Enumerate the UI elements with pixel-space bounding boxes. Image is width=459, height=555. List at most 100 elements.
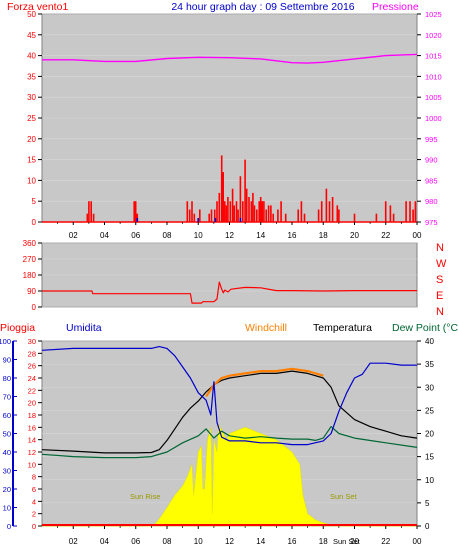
wind-pressure-x-tick-label: 20: [350, 231, 359, 240]
wind-bar: [331, 197, 334, 222]
humidity-y-tick-label: 20: [3, 485, 11, 494]
wind-bar: [239, 176, 242, 222]
wind-bar: [261, 201, 264, 222]
temp-y-tick-label: 0: [425, 522, 430, 531]
rain-y-tick-label: 30: [28, 337, 36, 346]
pressure-y-tick-label: 985: [425, 176, 438, 185]
wind-gust-mark: [214, 218, 217, 222]
compass-label: E: [436, 290, 443, 302]
rain-y-tick-label: 16: [28, 423, 36, 432]
temp-humidity-x-tick-label: 20: [350, 537, 359, 546]
temperature-legend: Temperatura: [313, 322, 372, 334]
pressure-y-tick-label: 1020: [425, 31, 442, 40]
direction-y-tick-label: 0: [32, 303, 37, 312]
wind-y-tick-label: 30: [27, 93, 36, 102]
rain-y-tick-label: 28: [28, 349, 36, 358]
sun-set-label: Sun Set: [330, 492, 358, 501]
wind-gust-mark: [239, 218, 242, 222]
wind-bar: [297, 209, 299, 222]
pressure-y-tick-label: 990: [425, 156, 438, 165]
pressure-axis-title: Pressione: [372, 1, 419, 13]
wind-bar: [86, 213, 89, 222]
wind-bar: [136, 213, 139, 222]
wind-y-tick-label: 35: [27, 72, 36, 81]
wind-pressure-x-tick-label: 08: [163, 231, 172, 240]
wind-pressure-x-tick-label: 18: [319, 231, 328, 240]
wind-pressure-x-tick-label: 00: [413, 231, 422, 240]
temp-humidity-x-tick-label: 10: [194, 537, 203, 546]
temp-y-tick-label: 10: [425, 476, 434, 485]
wind-bar: [328, 201, 331, 222]
wind-bar: [320, 201, 323, 222]
rain-y-tick-label: 2: [32, 510, 36, 519]
wind-bar: [272, 213, 274, 222]
rain-area: [42, 423, 417, 527]
wind-bar: [186, 201, 189, 222]
dewpoint-legend: Dew Point (°C: [392, 322, 458, 334]
rain-y-tick-label: 22: [28, 386, 36, 395]
wind-bar: [270, 205, 272, 222]
wind-bar: [222, 172, 224, 222]
wind-bar: [277, 209, 279, 222]
wind-pressure-x-tick-label: 04: [100, 231, 109, 240]
wind-y-tick-label: 20: [27, 135, 36, 144]
temp-y-tick-label: 25: [425, 406, 434, 415]
humidity-legend: Umidita: [66, 322, 102, 334]
wind-bar: [256, 209, 258, 222]
rain-y-tick-label: 14: [28, 436, 36, 445]
wind-bar: [88, 201, 90, 222]
wind-bar: [250, 201, 253, 222]
rain-y-tick-label: 4: [32, 497, 36, 506]
wind-bar: [210, 209, 213, 222]
wind-bar: [216, 201, 218, 222]
humidity-y-tick-label: 30: [3, 467, 11, 476]
wind-direction-line: [42, 281, 417, 304]
humidity-y-tick-label: 60: [3, 411, 11, 420]
rain-y-tick-label: 0: [32, 522, 36, 531]
humidity-y-tick-label: 90: [3, 356, 11, 365]
humidity-y-tick-label: 10: [3, 504, 11, 513]
wind-bar: [237, 209, 239, 222]
rain-y-tick-label: 8: [32, 473, 36, 482]
wind-bar: [325, 188, 328, 222]
wind-bar: [300, 201, 303, 222]
temperature-line: [41, 370, 418, 454]
wind-bar: [252, 192, 254, 222]
temp-humidity-x-tick-label: 06: [131, 537, 140, 546]
direction-y-tick-label: 360: [23, 239, 37, 248]
wind-bar: [235, 201, 238, 222]
compass-label: N: [436, 242, 444, 254]
wind-bar: [392, 213, 395, 222]
rain-legend: Pioggia: [0, 322, 35, 334]
wind-bar: [414, 201, 417, 222]
temp-humidity-x-tick-label: 18: [319, 537, 328, 546]
pressure-y-tick-label: 1010: [425, 72, 442, 81]
compass-label: W: [436, 258, 447, 270]
wind-pressure-x-tick-label: 16: [288, 231, 297, 240]
wind-bar: [244, 159, 246, 222]
wind-bar: [259, 197, 262, 222]
wind-bar: [280, 201, 282, 222]
pressure-y-tick-label: 1000: [425, 114, 442, 123]
pressure-y-tick-label: 1025: [425, 10, 442, 19]
wind-gust-mark: [136, 218, 139, 222]
wind-bar: [375, 213, 378, 222]
compass-label: N: [436, 306, 444, 318]
wind-bar: [284, 213, 287, 222]
pressure-y-tick-label: 995: [425, 135, 438, 144]
wind-pressure-x-tick-label: 14: [256, 231, 265, 240]
wind-y-tick-label: 5: [32, 197, 37, 206]
direction-y-tick-label: 180: [23, 271, 37, 280]
temp-humidity-x-tick-label: 22: [381, 537, 390, 546]
windchill-legend: Windchill: [245, 322, 287, 334]
wind-bar: [208, 213, 210, 222]
rain-y-tick-label: 20: [28, 399, 36, 408]
sun-rise-label: Sun Rise: [130, 492, 160, 501]
rain-y-tick-label: 26: [28, 362, 36, 371]
wind-bar: [231, 188, 234, 222]
wind-bar: [253, 205, 256, 222]
wind-y-tick-label: 45: [27, 31, 36, 40]
wind-y-tick-label: 15: [27, 156, 36, 165]
humidity-y-tick-label: 70: [3, 393, 11, 402]
windchill-line: [205, 367, 324, 398]
